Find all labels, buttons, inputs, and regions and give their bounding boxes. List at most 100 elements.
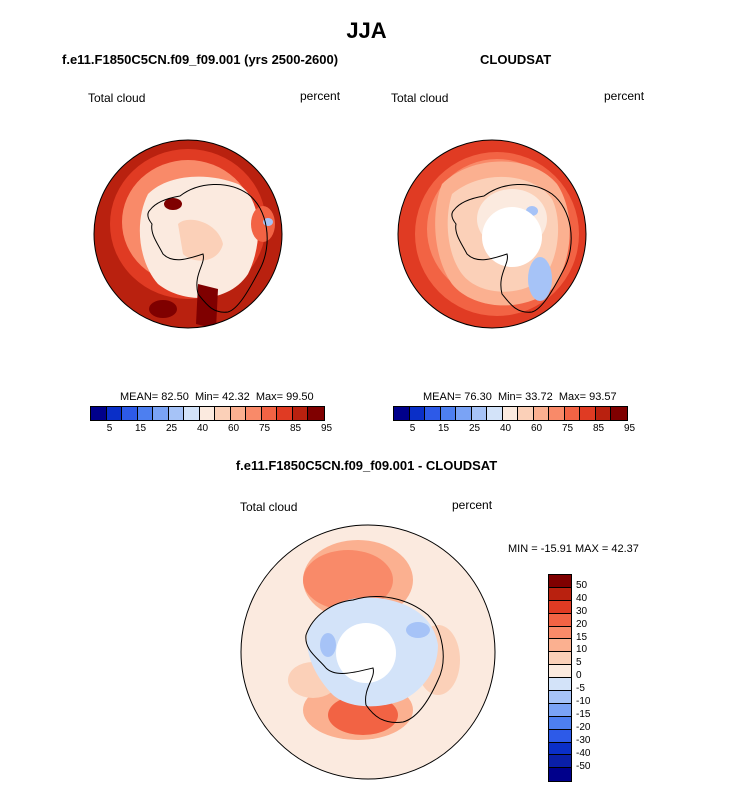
bottom-min-value: -15.91 [540,543,572,555]
colorbar-swatch [549,626,571,640]
left-mean-value: 82.50 [161,391,189,403]
map-region-low2 [320,633,336,657]
colorbar-tick-label: 40 [499,423,512,434]
colorbar-swatch [137,407,153,420]
colorbar-swatch [440,407,456,420]
coastline [451,183,572,313]
colorbar-swatch [394,407,410,420]
colorbar-swatch [549,716,571,730]
right-colorbar-labels: 5 15 25 40 60 75 85 95 [393,423,641,437]
colorbar-swatch [549,600,571,614]
colorbar-swatch [409,407,425,420]
colorbar-tick-label: 5 [409,423,416,434]
colorbar-swatch [549,587,571,601]
colorbar-swatch [549,652,571,666]
map-region-plateau [178,219,223,261]
colorbar-swatch [292,407,308,420]
colorbar-swatch [564,407,580,420]
colorbar-swatch [611,407,627,420]
colorbar-tick-label: 10 [576,644,588,656]
colorbar-swatch [199,407,215,420]
left-panel-title: f.e11.F1850C5CN.f09_f09.001 (yrs 2500-26… [62,52,339,67]
left-min-value: 42.32 [222,391,250,403]
colorbar-tick-label: 5 [576,657,582,669]
polar-gap [336,623,396,683]
colorbar-tick-label: 40 [576,592,588,604]
colorbar-swatch [261,407,277,420]
colorbar-swatch [91,407,107,420]
right-min-value: 33.72 [525,391,553,403]
map-region-max [196,284,218,328]
coastline [305,595,444,724]
colorbar-swatch [308,407,324,420]
colorbar-tick-label: 40 [196,423,209,434]
colorbar-swatch [549,639,571,653]
right-stats: MEAN= 76.30 Min= 33.72 Max= 93.57 [423,391,617,403]
colorbar-tick-label: 60 [227,423,240,434]
colorbar-tick-label: 60 [530,423,543,434]
colorbar-swatch [549,678,571,692]
colorbar-tick-label: 75 [258,423,271,434]
colorbar-tick-label: 20 [576,618,588,630]
colorbar-swatch [580,407,596,420]
polar-gap [482,207,542,267]
left-variable-label: Total cloud [88,91,146,105]
left-max-value: 99.50 [286,391,314,403]
colorbar-swatch [549,613,571,627]
colorbar-swatch [549,407,565,420]
colorbar-swatch [549,575,571,588]
map-region-low [528,257,552,301]
colorbar-tick-label: 85 [289,423,302,434]
left-stats: MEAN= 82.50 Min= 42.32 Max= 99.50 [120,391,314,403]
colorbar-swatch [184,407,200,420]
coastline [147,183,268,313]
colorbar-swatch [277,407,293,420]
bottom-variable-label: Total cloud [240,500,298,514]
map-region-low [406,622,430,638]
colorbar-swatch [595,407,611,420]
bottom-units-label: percent [452,498,493,512]
colorbar-tick-label: -50 [576,760,591,772]
colorbar-tick-label: 95 [623,423,636,434]
colorbar-tick-label: -10 [576,696,591,707]
colorbar-tick-label: -5 [576,683,585,695]
colorbar-swatch [549,755,571,769]
colorbar-swatch [230,407,246,420]
colorbar-tick-label: 15 [134,423,147,434]
left-units-label: percent [300,89,341,103]
colorbar-tick-label: 15 [576,631,588,643]
colorbar-swatch [122,407,138,420]
colorbar-tick-label: -40 [576,747,591,759]
right-max-value: 93.57 [589,391,617,403]
colorbar-swatch [153,407,169,420]
bottom-map [240,524,496,780]
difference-colorbar-labels: 50 40 30 20 15 10 5 0 -5 -10 -15 -20 -30 -40 -50 [576,574,616,780]
colorbar-swatch [502,407,518,420]
colorbar-swatch [106,407,122,420]
right-map [397,139,587,329]
map-region-peninsula [164,198,182,210]
colorbar-tick-label: -15 [576,708,591,720]
map-region-max2 [149,300,177,318]
map-region-east [251,206,275,242]
main-title: JJA [346,18,387,43]
colorbar-tick-label: 5 [106,423,113,434]
map-region-north2 [303,550,393,610]
right-variable-label: Total cloud [391,91,449,105]
colorbar-tick-label: -20 [576,721,591,733]
colorbar-swatch [456,407,472,420]
colorbar-swatch [549,703,571,717]
colorbar-tick-label: 30 [576,605,588,617]
left-colorbar-labels: 5 15 25 40 60 75 85 95 [90,423,338,437]
right-units-label: percent [604,89,645,103]
difference-colorbar [548,574,572,783]
colorbar-tick-label: 15 [437,423,450,434]
colorbar-swatch [549,729,571,743]
colorbar-swatch [168,407,184,420]
colorbar-tick-label: 25 [165,423,178,434]
bottom-stats: MIN = -15.91 MAX = 42.37 [508,543,639,555]
colorbar-swatch [549,768,571,782]
colorbar-tick-label: -30 [576,734,591,746]
colorbar-tick-label: 25 [468,423,481,434]
colorbar-swatch [487,407,503,420]
